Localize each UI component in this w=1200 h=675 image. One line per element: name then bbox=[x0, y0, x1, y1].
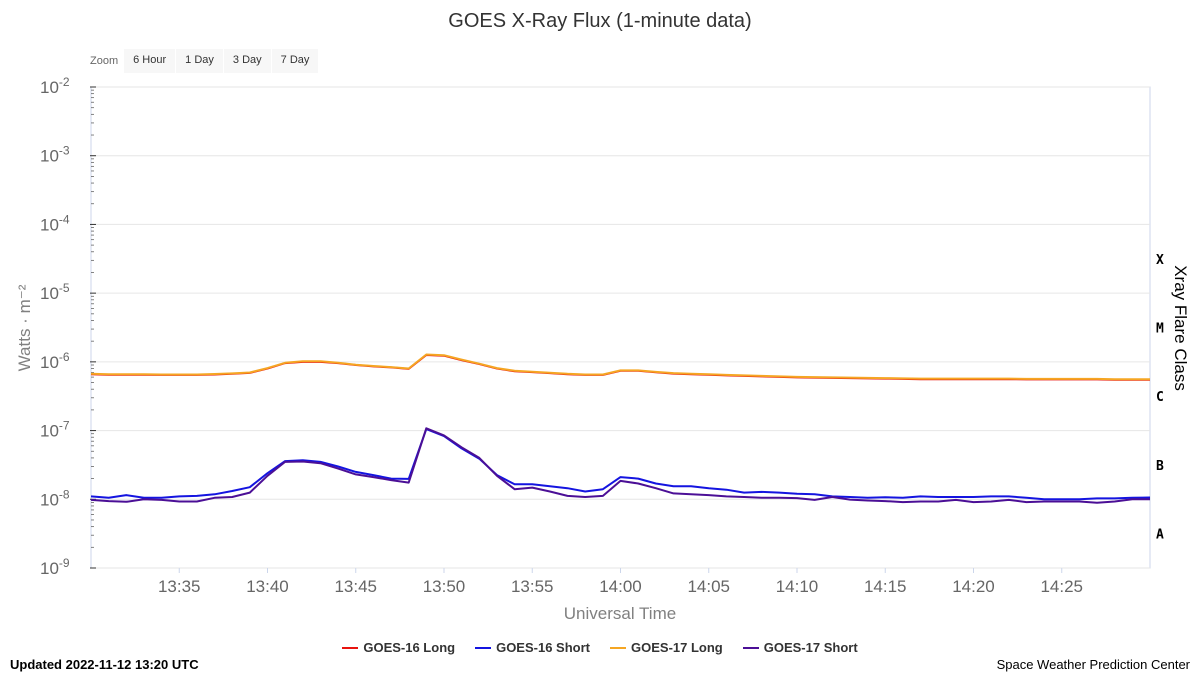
x-tick-label: 14:20 bbox=[952, 577, 995, 596]
flare-class-label: M bbox=[1156, 322, 1164, 337]
legend-label: GOES-17 Long bbox=[631, 640, 723, 655]
x-tick-label: 14:00 bbox=[599, 577, 642, 596]
x-tick-label: 13:35 bbox=[158, 577, 201, 596]
x-axis-ticks: 13:35 13:40 13:45 13:50 13:55 14:00 14:05 14:10… bbox=[158, 568, 1083, 596]
x-tick-label: 13:55 bbox=[511, 577, 554, 596]
chart-legend: GOES-16 Long GOES-16 Short GOES-17 Long … bbox=[0, 640, 1200, 655]
x-tick-label: 14:05 bbox=[687, 577, 730, 596]
legend-label: GOES-17 Short bbox=[763, 640, 858, 655]
series-line-goes-16-long bbox=[90, 354, 1150, 381]
x-tick-label: 14:10 bbox=[776, 577, 819, 596]
legend-label: GOES-16 Short bbox=[496, 640, 590, 655]
y-tick-label: 10-6 bbox=[40, 350, 70, 372]
y-tick-label: 10-9 bbox=[40, 556, 70, 578]
legend-label: GOES-16 Long bbox=[363, 640, 456, 655]
y-tick-label: 10-3 bbox=[40, 144, 70, 166]
y-tick-label: 10-4 bbox=[40, 212, 70, 234]
x-tick-label: 13:50 bbox=[423, 577, 466, 596]
legend-item-goes-17-short[interactable]: GOES-17 Short bbox=[742, 640, 858, 655]
y-axis-title: Watts · m⁻² bbox=[15, 284, 34, 371]
zoom-label: Zoom bbox=[90, 55, 119, 67]
legend-swatch bbox=[342, 646, 359, 649]
x-axis-title: Universal Time bbox=[564, 604, 676, 623]
flare-class-label: X bbox=[1156, 253, 1164, 268]
zoom-6-hour-button[interactable]: 6 Hour bbox=[124, 49, 176, 73]
zoom-controls: Zoom 6 Hour 1 Day 3 Day 7 Day bbox=[90, 49, 319, 73]
chart-title: GOES X-Ray Flux (1-minute data) bbox=[448, 10, 751, 32]
credit-text: Space Weather Prediction Center bbox=[996, 657, 1190, 672]
series-line-goes-17-short bbox=[90, 427, 1150, 504]
flare-class-labels: X M C B A bbox=[1156, 253, 1164, 543]
series-lines bbox=[90, 353, 1151, 504]
y2-axis-title: Xray Flare Class bbox=[1171, 265, 1190, 391]
zoom-3-day-button[interactable]: 3 Day bbox=[223, 49, 271, 73]
x-tick-label: 13:40 bbox=[246, 577, 289, 596]
flare-class-label: C bbox=[1156, 390, 1164, 405]
legend-item-goes-17-long[interactable]: GOES-17 Long bbox=[610, 640, 723, 655]
zoom-7-day-button[interactable]: 7 Day bbox=[271, 49, 319, 73]
flare-class-label: B bbox=[1156, 459, 1164, 474]
x-tick-label: 13:45 bbox=[334, 577, 377, 596]
flare-class-label: A bbox=[1156, 528, 1164, 543]
series-line-goes-17-long bbox=[90, 353, 1150, 381]
legend-item-goes-16-short[interactable]: GOES-16 Short bbox=[475, 640, 590, 655]
legend-swatch bbox=[610, 646, 626, 649]
y-tick-label: 10-7 bbox=[40, 419, 70, 441]
y-tick-label: 10-8 bbox=[40, 487, 70, 509]
zoom-1-day-button[interactable]: 1 Day bbox=[176, 49, 223, 73]
y-tick-label: 10-5 bbox=[40, 281, 70, 303]
updated-timestamp: Updated 2022-11-12 13:20 UTC bbox=[10, 657, 199, 672]
legend-item-goes-16-long[interactable]: GOES-16 Long bbox=[342, 640, 455, 655]
series-line-goes-16-short bbox=[90, 428, 1151, 501]
x-tick-label: 14:15 bbox=[864, 577, 907, 596]
legend-swatch bbox=[742, 646, 759, 649]
x-tick-label: 14:25 bbox=[1040, 577, 1083, 596]
y-tick-label: 10-2 bbox=[40, 75, 70, 97]
legend-swatch bbox=[475, 646, 492, 649]
y-axis-ticks: 10-2 10-3 10-4 10-5 10-6 10-7 10-8 10-9 bbox=[40, 75, 70, 578]
